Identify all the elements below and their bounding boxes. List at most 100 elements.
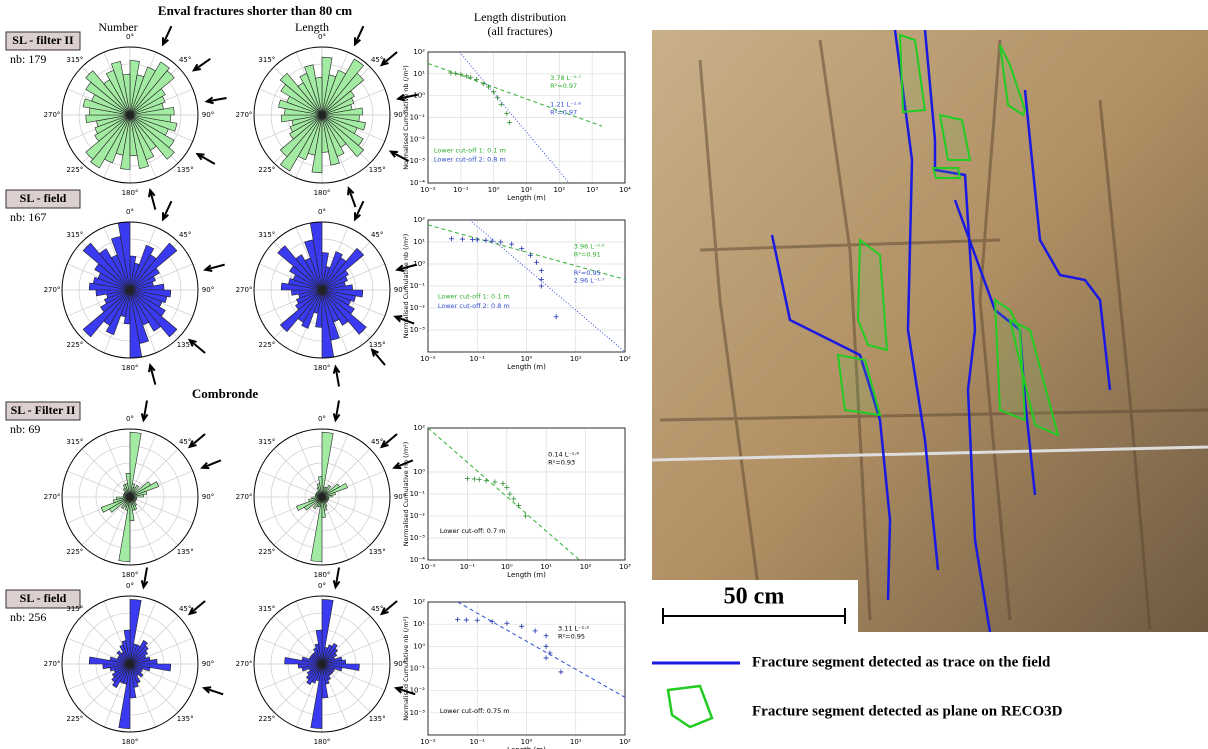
rose-petal <box>112 490 148 504</box>
annotation: R²=0.91 <box>574 250 601 258</box>
data-point <box>494 95 500 101</box>
y-tick-label: 10² <box>413 216 425 224</box>
y-tick-label: 10⁻¹ <box>410 114 426 122</box>
direction-arrow <box>392 459 414 470</box>
annotation: R²=0.93 <box>548 458 575 466</box>
angle-label: 0° <box>318 415 326 423</box>
data-point <box>474 237 480 243</box>
data-point <box>489 238 495 244</box>
data-point <box>463 617 469 623</box>
data-point <box>459 236 465 242</box>
x-axis-label: Length (m) <box>507 363 546 371</box>
data-point <box>471 476 477 482</box>
x-tick-label: 10² <box>619 738 631 746</box>
angle-label: 0° <box>126 582 134 590</box>
rose-petal <box>315 77 329 153</box>
plot-frame <box>427 427 626 561</box>
rose-petal <box>295 254 349 326</box>
plot-frame <box>427 51 626 184</box>
annotation: 3.78 L⁻⁰·⁷ <box>550 74 581 82</box>
data-point <box>527 252 533 258</box>
row-label-box <box>5 589 81 609</box>
direction-arrow <box>332 567 341 590</box>
x-tick-label: 10⁻² <box>420 563 436 571</box>
angle-label: 45° <box>179 56 191 64</box>
annotation: Lower cut-off: 0.7 m <box>440 527 506 535</box>
x-tick-label: 10⁻¹ <box>453 186 469 194</box>
plot-frame <box>427 601 626 736</box>
angle-label: 90° <box>202 660 214 668</box>
direction-arrow <box>353 200 365 222</box>
angle-label: 135° <box>177 715 194 723</box>
data-point <box>486 84 492 90</box>
y-tick-label: 10⁰ <box>413 260 425 268</box>
angle-label: 225° <box>258 548 275 556</box>
data-point <box>543 643 549 649</box>
angle-label: 270° <box>44 286 61 294</box>
rose-petal <box>125 472 135 522</box>
angle-label: 315° <box>258 605 275 613</box>
data-point <box>547 650 553 656</box>
rose-petal <box>98 248 162 332</box>
rose-petal <box>122 73 138 157</box>
rose-petal <box>104 275 156 305</box>
angle-label: 270° <box>236 493 253 501</box>
rose-petal <box>120 484 140 510</box>
y-tick-label: 10⁻³ <box>410 534 426 542</box>
rose-petal <box>305 647 339 681</box>
y-tick-label: 10⁻¹ <box>410 490 426 498</box>
direction-arrow <box>393 315 415 325</box>
annotation: R²=0.95 <box>558 633 585 641</box>
rose-spoke <box>295 434 323 498</box>
rose-petal <box>94 88 166 142</box>
x-tick-label: 10⁰ <box>521 355 533 363</box>
angle-label: 180° <box>314 571 331 579</box>
data-point <box>474 617 480 623</box>
data-point <box>455 617 461 623</box>
angle-label: 270° <box>236 111 253 119</box>
x-tick-label: 10⁻¹ <box>470 738 486 746</box>
angle-label: 45° <box>371 438 383 446</box>
angle-label: 315° <box>258 438 275 446</box>
angle-label: 180° <box>122 364 139 372</box>
direction-arrow <box>379 600 398 616</box>
rose-spoke <box>129 434 157 498</box>
data-point <box>506 119 512 125</box>
data-point <box>538 283 544 289</box>
rose-spoke <box>273 448 323 498</box>
rose-petal <box>279 247 365 333</box>
x-tick-label: 10¹ <box>540 563 552 571</box>
angle-label: 180° <box>314 189 331 197</box>
row-label: SL - field <box>20 591 67 605</box>
rose-petal <box>82 98 178 132</box>
rose-petal <box>116 650 144 678</box>
rose-spoke <box>321 496 385 524</box>
x-tick-label: 10⁴ <box>619 186 631 194</box>
angle-label: 180° <box>314 364 331 372</box>
y-tick-label: 10² <box>413 424 425 432</box>
x-tick-label: 10⁻² <box>420 738 436 746</box>
angle-label: 45° <box>371 56 383 64</box>
angle-label: 315° <box>258 56 275 64</box>
data-point <box>538 276 544 282</box>
direction-arrow <box>187 433 206 449</box>
field-traces <box>770 29 1112 633</box>
rose-outline <box>253 595 391 733</box>
y-tick-label: 10⁻⁴ <box>410 179 426 187</box>
y-axis-label: Normalised Cumulative nb (/m²) <box>402 442 410 547</box>
data-point <box>543 655 549 661</box>
row-label-box <box>5 189 81 209</box>
column-header: Length distribution <box>474 10 566 24</box>
rose-petal <box>82 242 178 338</box>
angle-label: 135° <box>369 341 386 349</box>
y-tick-label: 10¹ <box>413 620 425 628</box>
direction-arrow <box>161 200 173 222</box>
data-point <box>458 71 464 77</box>
data-point <box>469 236 475 242</box>
data-point <box>538 268 544 274</box>
angle-label: 180° <box>314 738 331 746</box>
angle-label: 315° <box>66 605 83 613</box>
angle-label: 45° <box>371 231 383 239</box>
rose-spoke <box>81 448 131 498</box>
rose-petal <box>111 61 149 169</box>
